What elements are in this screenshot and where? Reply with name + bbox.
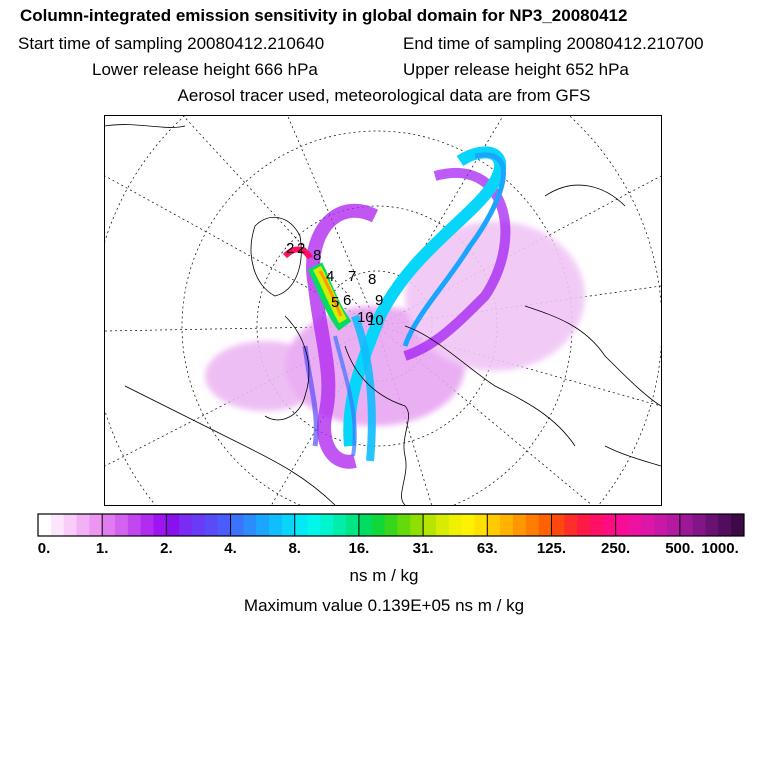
colorbar-swatch <box>410 514 424 536</box>
colorbar-swatch <box>628 514 642 536</box>
colorbar <box>37 513 745 537</box>
colorbar-swatch <box>320 514 334 536</box>
colorbar-swatch <box>679 514 694 536</box>
colorbar-tick-label: 1. <box>95 540 109 557</box>
colorbar-swatch <box>500 514 514 536</box>
colorbar-swatch <box>307 514 321 536</box>
colorbar-swatch <box>179 514 193 536</box>
lower-release-text: Lower release height 666 hPa <box>92 60 318 79</box>
colorbar-units: ns m / kg <box>349 566 419 585</box>
colorbar-swatch <box>615 514 629 536</box>
colorbar-swatch <box>243 514 257 536</box>
colorbar-swatch <box>294 514 309 536</box>
colorbar-tick-label: 500. <box>665 540 695 557</box>
colorbar-tick-label: 63. <box>476 540 498 557</box>
colorbar-tick-label: 0. <box>37 540 51 557</box>
colorbar-swatch <box>50 514 65 536</box>
map-label: 2 <box>286 240 294 257</box>
colorbar-swatch <box>602 514 617 536</box>
map-label: 7 <box>348 268 356 285</box>
colorbar-swatch <box>423 514 437 536</box>
plot-title: Column-integrated emission sensitivity i… <box>20 6 628 25</box>
colorbar-swatch <box>654 514 668 536</box>
colorbar-swatch <box>577 514 591 536</box>
colorbar-swatch <box>461 514 475 536</box>
colorbar-swatch <box>512 514 527 536</box>
colorbar-tick-label: 1000. <box>701 540 739 557</box>
colorbar-swatch <box>63 514 78 536</box>
map-canvas: 2 2 8 4 7 8 5 6 9 10 10 <box>105 116 661 505</box>
colorbar-swatch <box>333 514 347 536</box>
colorbar-swatch <box>551 514 565 536</box>
colorbar-swatch <box>192 514 206 536</box>
colorbar-swatch <box>538 514 552 536</box>
colorbar-swatch <box>256 514 270 536</box>
map-label: 9 <box>375 292 383 309</box>
colorbar-swatch <box>718 514 732 536</box>
colorbar-swatch <box>525 514 540 536</box>
colorbar-swatch <box>140 514 155 536</box>
colorbar-border <box>37 513 745 537</box>
colorbar-swatch <box>166 514 180 536</box>
max-value-text: Maximum value 0.139E+05 ns m / kg <box>243 596 525 615</box>
colorbar-swatch <box>102 514 116 536</box>
map-label: 4 <box>326 268 334 285</box>
colorbar-swatch <box>89 514 103 536</box>
colorbar-swatch <box>641 514 655 536</box>
colorbar-swatch <box>153 514 167 536</box>
colorbar-swatch <box>230 514 244 536</box>
colorbar-swatch <box>358 514 373 536</box>
release-labels: 2 2 8 4 7 8 5 6 9 10 10 <box>286 240 384 329</box>
upper-release-text: Upper release height 652 hPa <box>403 60 629 79</box>
colorbar-tick-label: 8. <box>288 540 301 557</box>
colorbar-swatch <box>371 514 386 536</box>
colorbar-swatch <box>397 514 411 536</box>
colorbar-swatch <box>666 514 681 536</box>
colorbar-swatch <box>384 514 398 536</box>
colorbar-tick-label: 16. <box>348 540 370 557</box>
start-sampling-text: Start time of sampling 20080412.210640 <box>18 34 325 53</box>
map-label: 8 <box>368 271 376 288</box>
colorbar-swatch <box>38 514 52 536</box>
coastlines <box>105 124 661 505</box>
colorbar-tick-label: 250. <box>601 540 631 557</box>
colorbar-swatch <box>487 514 501 536</box>
map-label: 10 <box>357 309 374 326</box>
colorbar-swatch <box>731 514 745 536</box>
map-label: 8 <box>313 247 321 264</box>
map-panel: 2 2 8 4 7 8 5 6 9 10 10 <box>104 115 662 506</box>
colorbar-swatch <box>564 514 578 536</box>
colorbar-swatch <box>204 514 219 536</box>
map-label: 2 <box>297 240 305 257</box>
colorbar-tick-label: 125. <box>536 540 567 557</box>
colorbar-swatch <box>127 514 142 536</box>
colorbar-swatch <box>281 514 296 536</box>
tracer-info-text: Aerosol tracer used, meteorological data… <box>177 86 591 105</box>
colorbar-swatch <box>269 514 283 536</box>
map-label: 5 <box>331 294 339 311</box>
colorbar-swatch <box>435 514 450 536</box>
colorbar-swatch <box>705 514 719 536</box>
colorbar-swatch <box>692 514 706 536</box>
colorbar-swatch <box>346 514 360 536</box>
colorbar-tick-label: 31. <box>412 540 434 557</box>
colorbar-swatch <box>217 514 232 536</box>
emission-sensitivity-field <box>205 146 585 469</box>
colorbar-swatch <box>448 514 463 536</box>
colorbar-swatch <box>115 514 129 536</box>
map-label: 6 <box>343 292 351 309</box>
colorbar-tick-label: 2. <box>160 540 173 557</box>
colorbar-swatch <box>474 514 488 536</box>
end-sampling-text: End time of sampling 20080412.210700 <box>403 34 704 53</box>
colorbar-swatch <box>589 514 604 536</box>
colorbar-swatch <box>76 514 90 536</box>
map-label: 10 <box>367 312 384 329</box>
colorbar-tick-label: 4. <box>224 540 237 557</box>
